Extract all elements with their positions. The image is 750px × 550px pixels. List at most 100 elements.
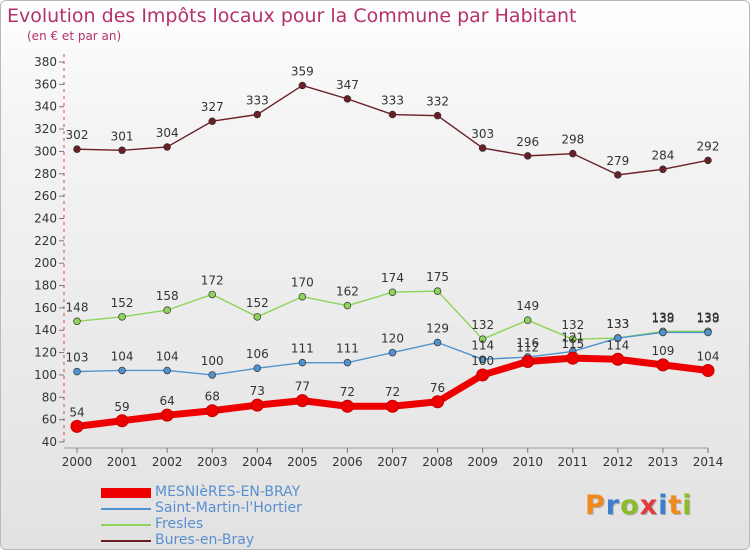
data-point bbox=[70, 419, 84, 433]
data-point bbox=[343, 95, 352, 103]
data-label: 116 bbox=[516, 336, 539, 350]
data-point bbox=[566, 351, 580, 365]
data-label: 103 bbox=[66, 351, 89, 365]
x-tick-label: 2000 bbox=[62, 455, 93, 469]
logo-letter: x bbox=[639, 490, 659, 521]
legend-label: MESNIèRES-EN-BRAY bbox=[155, 484, 301, 500]
data-labels: 302 301 304 327 333 359 347 333 332 303 296 298 279 2… bbox=[66, 64, 720, 419]
data-point bbox=[388, 288, 397, 296]
data-label: 77 bbox=[295, 380, 310, 394]
y-tick-label: 220 bbox=[34, 234, 57, 248]
data-label: 133 bbox=[606, 317, 629, 331]
data-point bbox=[614, 171, 622, 179]
x-tick-label: 2007 bbox=[377, 455, 408, 469]
data-point bbox=[73, 317, 81, 326]
x-tick-label: 2004 bbox=[242, 455, 273, 469]
data-label: 111 bbox=[336, 342, 359, 356]
data-point bbox=[343, 301, 352, 310]
logo-letter: t bbox=[668, 490, 683, 521]
data-label: 152 bbox=[246, 296, 269, 310]
data-point bbox=[298, 81, 307, 90]
data-point bbox=[388, 110, 397, 119]
logo-letter: P bbox=[585, 490, 606, 521]
data-label: 138 bbox=[697, 311, 720, 325]
y-tick-label: 300 bbox=[34, 144, 57, 158]
y-tick-label: 280 bbox=[34, 167, 57, 181]
y-tick-label: 320 bbox=[34, 122, 57, 136]
axes: 40 60 80 100 120 140 160 180 200 220 240 260 280 300 3… bbox=[34, 54, 723, 469]
data-label: 284 bbox=[651, 148, 674, 162]
data-point bbox=[205, 404, 219, 418]
data-point bbox=[433, 338, 442, 347]
data-label: 54 bbox=[69, 405, 84, 419]
data-label: 100 bbox=[201, 354, 224, 368]
data-point bbox=[73, 367, 81, 376]
data-point bbox=[611, 352, 625, 366]
data-label: 132 bbox=[561, 318, 584, 332]
data-label: 172 bbox=[201, 273, 224, 287]
data-point bbox=[659, 165, 667, 174]
y-tick-label: 120 bbox=[34, 346, 57, 360]
data-label: 109 bbox=[651, 344, 674, 358]
data-point bbox=[298, 358, 307, 367]
data-label: 327 bbox=[201, 100, 224, 114]
data-label: 162 bbox=[336, 285, 359, 299]
data-label: 296 bbox=[516, 135, 539, 149]
data-label: 100 bbox=[471, 354, 494, 368]
data-point bbox=[701, 363, 715, 377]
legend-swatch bbox=[101, 508, 151, 510]
data-point bbox=[476, 368, 490, 382]
data-point bbox=[521, 355, 535, 369]
data-point bbox=[208, 290, 216, 299]
data-point bbox=[163, 366, 171, 375]
data-label: 133 bbox=[606, 317, 629, 331]
data-label: 106 bbox=[246, 347, 269, 361]
series-lines bbox=[70, 81, 715, 433]
data-point bbox=[431, 395, 445, 409]
data-point bbox=[73, 145, 81, 153]
legend-label: Bures-en-Bray bbox=[155, 532, 255, 548]
data-label: 59 bbox=[114, 400, 129, 414]
data-label: 149 bbox=[516, 299, 539, 313]
data-label: 104 bbox=[111, 349, 134, 363]
data-label: 333 bbox=[246, 94, 269, 108]
y-tick-label: 260 bbox=[34, 189, 57, 203]
data-label: 359 bbox=[291, 64, 314, 78]
data-label: 298 bbox=[561, 133, 584, 147]
data-point bbox=[388, 348, 397, 357]
logo-letter: i bbox=[682, 490, 693, 521]
data-point bbox=[163, 306, 171, 314]
legend-label: Fresles bbox=[155, 516, 204, 532]
data-label: 304 bbox=[156, 126, 179, 140]
data-label: 175 bbox=[426, 270, 449, 284]
data-label: 104 bbox=[156, 349, 179, 363]
y-tick-label: 180 bbox=[34, 279, 57, 293]
chart-title: Evolution des Impôts locaux pour la Comm… bbox=[7, 5, 577, 27]
data-point bbox=[659, 328, 667, 337]
data-label: 139 bbox=[697, 310, 720, 324]
legend-swatch bbox=[101, 524, 151, 526]
data-point bbox=[118, 146, 126, 155]
data-label: 72 bbox=[340, 385, 355, 399]
data-label: 76 bbox=[430, 381, 445, 395]
x-tick-label: 2002 bbox=[152, 455, 183, 469]
y-tick-label: 80 bbox=[42, 390, 57, 404]
data-label: 64 bbox=[160, 394, 175, 408]
y-tick-label: 360 bbox=[34, 77, 57, 91]
data-label: 115 bbox=[561, 337, 584, 351]
x-tick-label: 2009 bbox=[467, 455, 498, 469]
data-label: 132 bbox=[471, 318, 494, 332]
data-point bbox=[704, 328, 712, 337]
x-tick-label: 2001 bbox=[107, 455, 138, 469]
data-point bbox=[295, 394, 309, 408]
data-point bbox=[433, 287, 442, 295]
x-tick-label: 2003 bbox=[197, 455, 228, 469]
data-label: 129 bbox=[426, 322, 449, 336]
chart-subtitle: (en € et par an) bbox=[27, 29, 122, 43]
data-label: 174 bbox=[381, 271, 404, 285]
y-tick-label: 340 bbox=[34, 100, 57, 114]
data-label: 104 bbox=[697, 349, 720, 363]
legend-label: Saint-Martin-l'Hortier bbox=[155, 500, 302, 516]
data-label: 72 bbox=[385, 385, 400, 399]
